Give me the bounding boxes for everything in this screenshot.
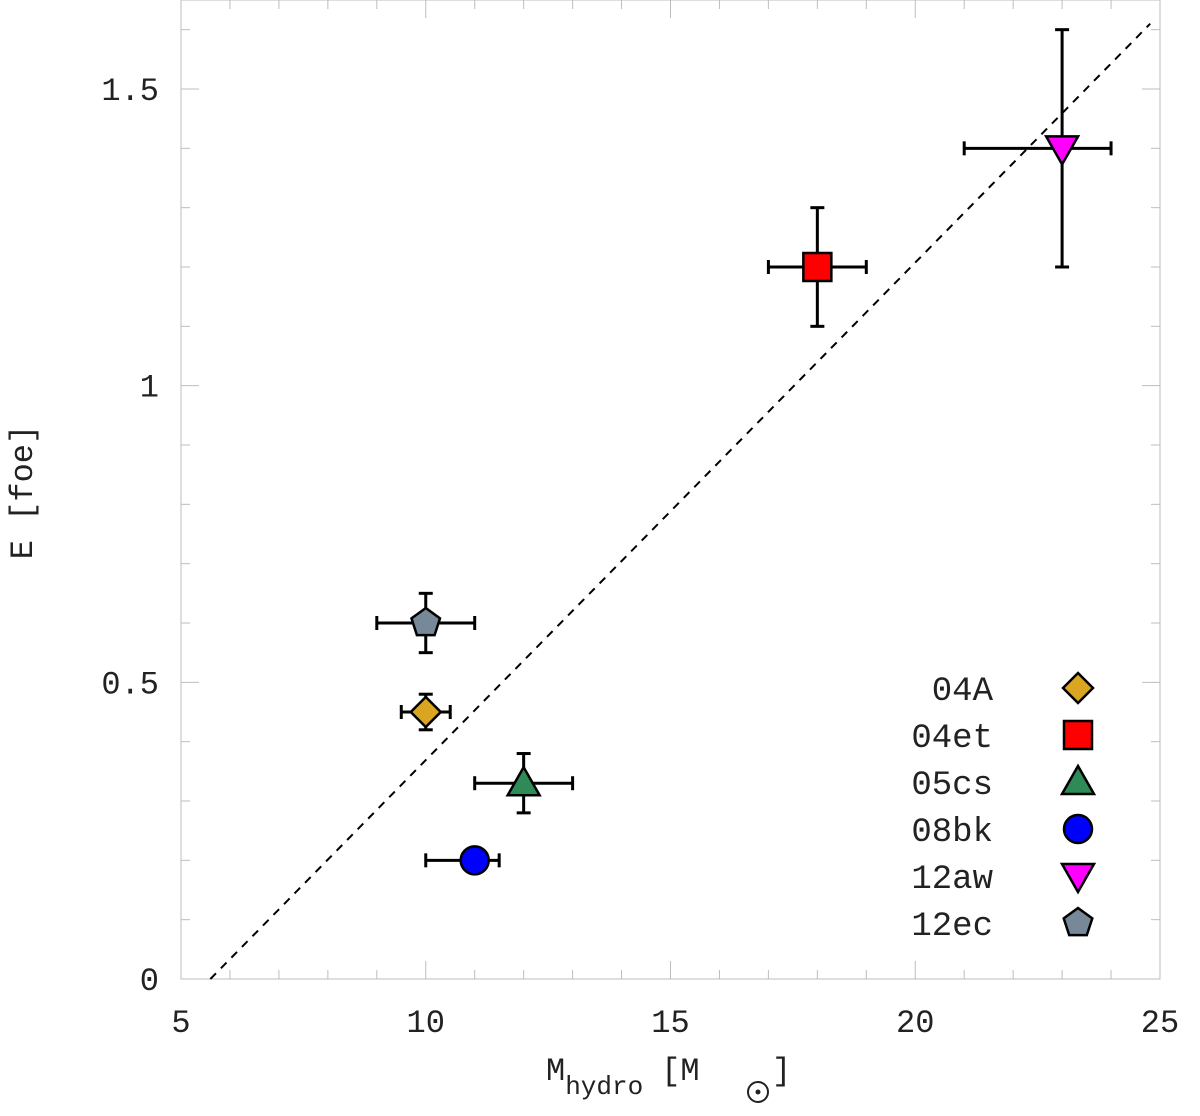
x-tick-label: 10 xyxy=(407,1005,445,1042)
x-axis-label-unit: [M xyxy=(661,1053,699,1090)
legend-item-05cs: 05cs xyxy=(911,763,1097,805)
legend-square-icon xyxy=(1062,719,1094,751)
square-marker xyxy=(802,251,833,283)
legend-label: 12aw xyxy=(911,861,993,899)
legend-label: 05cs xyxy=(911,767,993,805)
triangle-down-marker xyxy=(1043,135,1081,167)
x-axis-label: Mhydro [M xyxy=(546,1053,700,1102)
y-axis: 0 0.5 1 1.5 xyxy=(101,29,1160,1000)
legend-triangle-up-icon xyxy=(1059,763,1097,796)
y-tick-label: 0 xyxy=(140,963,159,1000)
legend-item-04A: 04A xyxy=(932,671,1095,711)
legend-item-04et: 04et xyxy=(911,719,1094,758)
point-04et xyxy=(766,206,868,328)
legend-label: 08bk xyxy=(911,814,993,852)
diamond-marker xyxy=(408,695,443,729)
point-12aw xyxy=(962,28,1113,269)
x-tick-label: 20 xyxy=(896,1005,934,1042)
x-tick-label: 25 xyxy=(1141,1005,1179,1042)
legend-triangle-down-icon xyxy=(1059,862,1097,895)
sun-symbol-icon xyxy=(747,1081,769,1103)
x-tick-label: 15 xyxy=(651,1005,689,1042)
y-tick-label: 1.5 xyxy=(101,73,159,110)
point-05cs xyxy=(473,752,575,815)
y-tick-label: 0.5 xyxy=(101,666,159,703)
pentagon-marker xyxy=(410,606,442,637)
legend-label: 12ec xyxy=(911,908,993,946)
data-points xyxy=(375,28,1113,876)
x-axis-label-sub: hydro xyxy=(565,1072,643,1102)
point-04A xyxy=(399,692,452,732)
y-tick-label: 1 xyxy=(140,370,159,407)
x-axis-label-main: M xyxy=(546,1053,565,1090)
point-12ec xyxy=(375,591,477,655)
fit-line-group xyxy=(209,23,1151,980)
legend-item-12aw: 12aw xyxy=(911,861,1097,899)
y-axis-label: E [foe] xyxy=(5,425,42,559)
legend-item-08bk: 08bk xyxy=(911,813,1094,852)
legend-circle-icon xyxy=(1062,813,1094,845)
triangle-up-marker xyxy=(505,764,542,797)
legend-label: 04A xyxy=(932,673,994,711)
legend: 04A 04et 05cs 08bk 12aw 12ec xyxy=(911,671,1097,946)
x-axis: 5 10 15 20 25 xyxy=(171,0,1179,1042)
legend-item-12ec: 12ec xyxy=(911,906,1094,946)
legend-pentagon-icon xyxy=(1062,906,1094,937)
x-axis-label-unit-close: ] xyxy=(772,1053,791,1090)
circle-marker xyxy=(459,845,490,876)
point-08bk xyxy=(424,845,501,876)
fit-line xyxy=(209,23,1151,980)
legend-label: 04et xyxy=(911,720,993,758)
x-tick-label: 5 xyxy=(171,1005,190,1042)
legend-diamond-icon xyxy=(1061,671,1095,705)
